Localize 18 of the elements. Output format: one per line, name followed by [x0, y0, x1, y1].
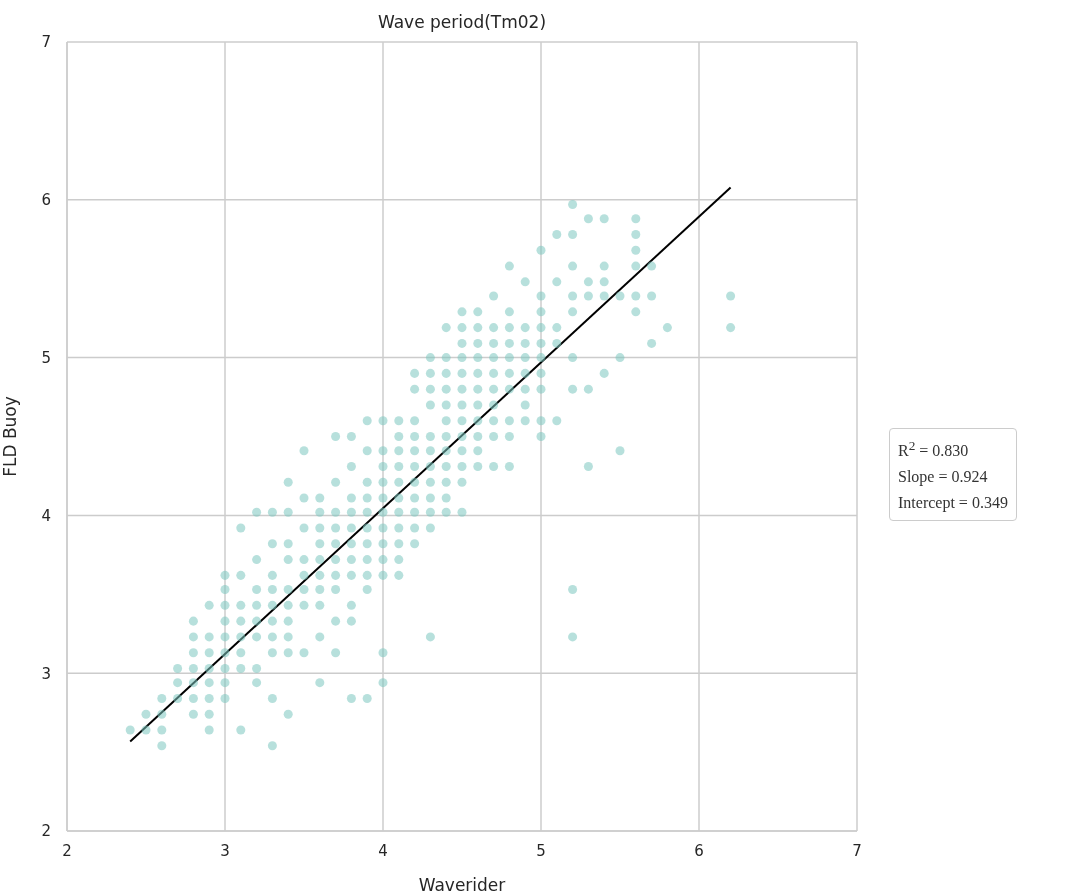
text: Intercept = 0.349	[898, 494, 1008, 512]
x-tick-label: 3	[220, 841, 230, 860]
y-tick-label: 3	[41, 664, 51, 683]
x-tick-label: 7	[852, 841, 862, 860]
y-tick-label: 2	[41, 822, 51, 841]
y-tick-label: 6	[41, 191, 51, 210]
y-tick-label: 4	[41, 506, 51, 525]
x-axis-title: Waverider	[418, 875, 506, 893]
y-axis-title: FLD Buoy	[0, 396, 21, 477]
chart-title: Wave period(Tm02)	[376, 12, 548, 32]
x-tick-label: 2	[62, 841, 72, 860]
text: Slope = 0.924	[898, 468, 988, 486]
text: R$^{2}$ = 0.830	[898, 438, 969, 460]
y-tick-label: 7	[41, 33, 51, 52]
x-tick-label: 4	[378, 841, 388, 860]
y-tick-label: 5	[41, 348, 51, 367]
x-tick-label: 5	[536, 841, 546, 860]
x-tick-label: 6	[694, 841, 704, 860]
